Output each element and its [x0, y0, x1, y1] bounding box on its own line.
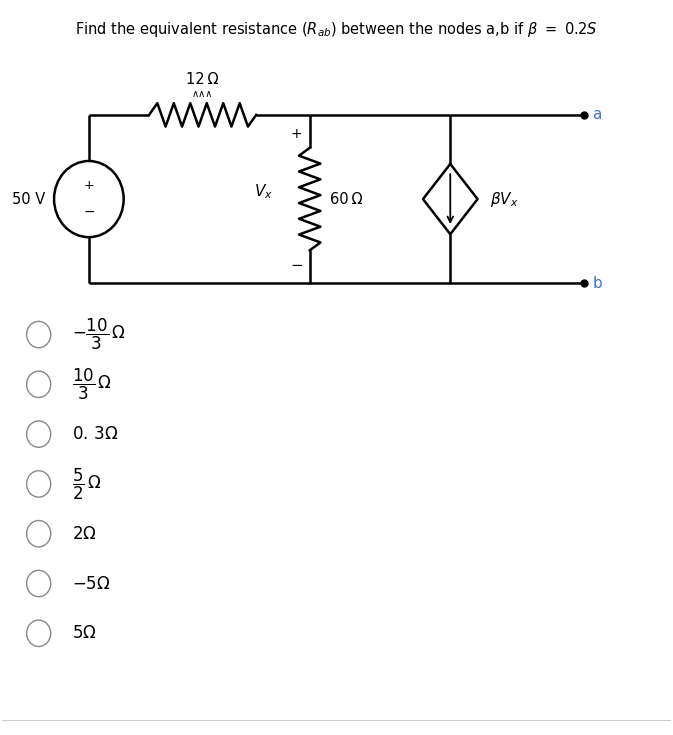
- Text: 60 Ω: 60 Ω: [330, 192, 362, 207]
- Text: $-\dfrac{10}{3}\,\Omega$: $-\dfrac{10}{3}\,\Omega$: [72, 317, 126, 352]
- Text: +: +: [83, 179, 94, 193]
- Text: a: a: [592, 107, 602, 123]
- Text: Find the equivalent resistance ($R_{ab}$) between the nodes a,b if $\beta\ =\ 0.: Find the equivalent resistance ($R_{ab}$…: [75, 20, 598, 39]
- Text: ∧∧∧: ∧∧∧: [192, 89, 213, 98]
- Text: $5\Omega$: $5\Omega$: [72, 624, 97, 642]
- Text: $\dfrac{10}{3}\,\Omega$: $\dfrac{10}{3}\,\Omega$: [72, 367, 112, 402]
- Text: $\dfrac{5}{2}\,\Omega$: $\dfrac{5}{2}\,\Omega$: [72, 466, 102, 501]
- Text: +: +: [291, 126, 302, 140]
- Text: $V_x$: $V_x$: [254, 182, 273, 201]
- Text: $2\Omega$: $2\Omega$: [72, 525, 97, 542]
- Text: b: b: [592, 276, 602, 291]
- Text: $-5\Omega$: $-5\Omega$: [72, 575, 111, 592]
- Text: −: −: [83, 205, 95, 219]
- Text: 12 Ω: 12 Ω: [186, 72, 219, 87]
- Text: $\beta V_x$: $\beta V_x$: [491, 190, 519, 209]
- Text: 50 V: 50 V: [12, 192, 45, 207]
- Text: −: −: [290, 258, 303, 273]
- Text: $0.\,3\Omega$: $0.\,3\Omega$: [72, 425, 118, 443]
